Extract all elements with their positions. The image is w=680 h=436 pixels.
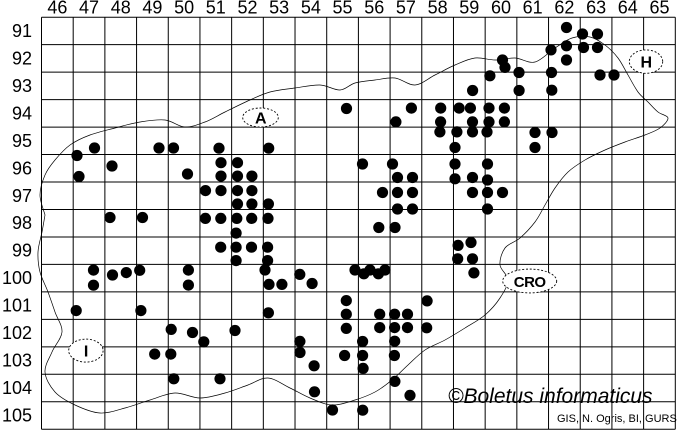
svg-text:61: 61: [523, 0, 543, 18]
svg-text:55: 55: [333, 0, 353, 18]
svg-text:49: 49: [142, 0, 162, 18]
svg-text:105: 105: [2, 406, 32, 426]
svg-text:62: 62: [554, 0, 574, 18]
svg-text:CRO: CRO: [514, 274, 547, 291]
svg-text:48: 48: [111, 0, 131, 18]
svg-text:96: 96: [12, 158, 32, 178]
svg-text:91: 91: [12, 21, 32, 41]
svg-text:103: 103: [2, 351, 32, 371]
svg-text:101: 101: [2, 296, 32, 316]
svg-text:46: 46: [47, 0, 67, 18]
svg-text:GIS, N. Ogris, BI, GURS: GIS, N. Ogris, BI, GURS: [557, 413, 677, 425]
svg-text:92: 92: [12, 48, 32, 68]
svg-text:A: A: [255, 111, 267, 128]
svg-text:50: 50: [174, 0, 194, 18]
svg-text:65: 65: [649, 0, 669, 18]
svg-text:56: 56: [364, 0, 384, 18]
svg-text:I: I: [84, 344, 88, 361]
svg-text:104: 104: [2, 378, 32, 398]
svg-text:©Boletus informaticus: ©Boletus informaticus: [448, 385, 653, 408]
svg-text:63: 63: [586, 0, 606, 18]
svg-text:100: 100: [2, 268, 32, 288]
svg-text:53: 53: [269, 0, 289, 18]
svg-text:99: 99: [12, 241, 32, 261]
svg-text:95: 95: [12, 131, 32, 151]
svg-text:51: 51: [206, 0, 226, 18]
svg-text:52: 52: [237, 0, 257, 18]
svg-text:59: 59: [459, 0, 479, 18]
svg-text:58: 58: [428, 0, 448, 18]
svg-text:47: 47: [79, 0, 99, 18]
svg-text:102: 102: [2, 323, 32, 343]
svg-text:94: 94: [12, 103, 32, 123]
svg-text:64: 64: [618, 0, 638, 18]
svg-text:54: 54: [301, 0, 321, 18]
svg-text:98: 98: [12, 213, 32, 233]
svg-text:97: 97: [12, 186, 32, 206]
svg-text:60: 60: [491, 0, 511, 18]
svg-text:93: 93: [12, 76, 32, 96]
svg-text:H: H: [640, 55, 651, 72]
svg-text:57: 57: [396, 0, 416, 18]
